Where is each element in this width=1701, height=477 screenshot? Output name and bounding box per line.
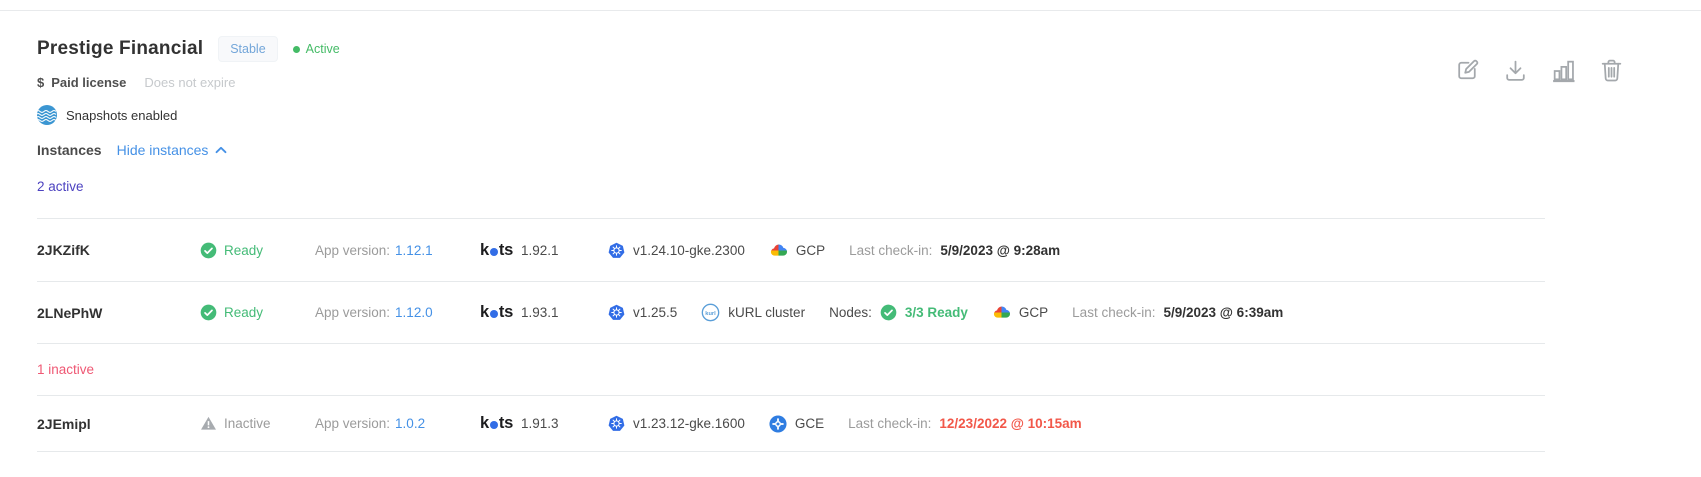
svg-text:kurl: kurl xyxy=(706,311,717,317)
status-text: Inactive xyxy=(224,416,271,431)
dollar-icon: $ xyxy=(37,75,45,90)
customer-header: Prestige Financial Stable Active xyxy=(37,36,1545,62)
status-text: Ready xyxy=(224,242,264,258)
edit-icon[interactable] xyxy=(1453,56,1481,84)
nodes-ready-value: 3/3 Ready xyxy=(904,305,968,320)
provider-label: GCP xyxy=(795,242,826,258)
license-type-label: Paid license xyxy=(51,75,127,90)
kots-version: 1.91.3 xyxy=(520,416,559,431)
kots-version: 1.92.1 xyxy=(520,242,559,258)
top-divider xyxy=(0,10,1701,11)
hide-instances-label: Hide instances xyxy=(116,142,209,158)
warning-triangle-icon xyxy=(200,415,217,432)
k8s-version: v1.25.5 xyxy=(633,305,678,320)
kubernetes-icon xyxy=(608,242,625,259)
last-checkin-value: 5/9/2023 @ 6:39am xyxy=(1163,305,1284,320)
last-checkin-value: 12/23/2022 @ 10:15am xyxy=(939,416,1082,431)
check-circle-icon xyxy=(200,304,217,321)
active-count-label: 2 active xyxy=(37,179,84,194)
instance-status: Inactive xyxy=(200,415,315,432)
snapshots-icon xyxy=(37,105,57,125)
last-checkin-label: Last check-in: xyxy=(848,416,932,431)
instance-row: 2JEmipl Inactive App version: 1.0.2 k ts … xyxy=(37,395,1545,451)
gce-icon xyxy=(769,414,787,433)
instances-header: Instances Hide instances xyxy=(37,142,1545,158)
provider-label: GCP xyxy=(1018,305,1049,320)
chevron-up-icon xyxy=(216,146,227,154)
instance-id[interactable]: 2JKZifK xyxy=(37,242,90,258)
instance-row: 2LNePhW Ready App version: 1.12.0 k ts 1.… xyxy=(37,281,1545,343)
download-icon[interactable] xyxy=(1501,56,1529,84)
app-version-link[interactable]: 1.0.2 xyxy=(395,416,426,431)
instance-row: 2JKZifK Ready App version: 1.12.1 k ts 1.… xyxy=(37,219,1545,281)
inactive-count-label: 1 inactive xyxy=(37,343,1545,395)
customer-name: Prestige Financial xyxy=(37,38,204,59)
kubernetes-icon xyxy=(608,304,625,321)
kots-dot-icon xyxy=(489,310,498,318)
bar-chart-icon[interactable] xyxy=(1549,56,1577,84)
active-dot-icon xyxy=(292,45,300,53)
kots-dot-icon xyxy=(489,247,498,256)
last-checkin-label: Last check-in: xyxy=(849,242,933,258)
kots-logo: k ts xyxy=(480,414,513,432)
customer-actions-toolbar xyxy=(1453,56,1625,84)
instance-status: Ready xyxy=(200,242,315,259)
app-version-label: App version: xyxy=(315,242,391,258)
status-text: Ready xyxy=(224,305,264,320)
check-circle-icon xyxy=(200,242,217,259)
license-expiry-label: Does not expire xyxy=(144,75,236,90)
kots-version: 1.93.1 xyxy=(520,305,559,320)
app-version-label: App version: xyxy=(315,305,391,320)
license-row: $ Paid license Does not expire xyxy=(37,75,1545,90)
snapshots-row: Snapshots enabled xyxy=(37,105,1545,125)
check-circle-icon xyxy=(880,304,897,321)
app-version-link[interactable]: 1.12.0 xyxy=(395,305,433,320)
provider-label: GCE xyxy=(794,416,825,431)
kubernetes-icon xyxy=(608,415,625,432)
kurl-icon: kurl xyxy=(701,303,720,322)
kots-logo: k ts xyxy=(480,303,513,321)
instances-title: Instances xyxy=(37,142,102,158)
instances-table: 2JKZifK Ready App version: 1.12.1 k ts 1.… xyxy=(37,218,1545,452)
kots-logo: k ts xyxy=(480,240,513,259)
gcp-icon xyxy=(769,241,788,260)
cluster-type-label: kURL cluster xyxy=(728,305,806,320)
kots-dot-icon xyxy=(489,421,498,429)
k8s-version: v1.23.12-gke.1600 xyxy=(633,416,745,431)
instance-id[interactable]: 2JEmipl xyxy=(37,415,91,432)
instance-id[interactable]: 2LNePhW xyxy=(37,304,103,321)
status-label: Active xyxy=(305,42,340,56)
snapshots-label: Snapshots enabled xyxy=(66,107,178,123)
k8s-version: v1.24.10-gke.2300 xyxy=(633,242,745,258)
hide-instances-link[interactable]: Hide instances xyxy=(117,142,228,158)
instance-status: Ready xyxy=(200,304,315,321)
app-version-label: App version: xyxy=(315,416,391,431)
trash-icon[interactable] xyxy=(1597,56,1625,84)
app-version-link[interactable]: 1.12.1 xyxy=(395,242,433,258)
nodes-label: Nodes: xyxy=(829,305,872,320)
last-checkin-value: 5/9/2023 @ 9:28am xyxy=(940,242,1061,258)
last-checkin-label: Last check-in: xyxy=(1072,305,1156,320)
channel-badge: Stable xyxy=(218,36,278,62)
gcp-icon xyxy=(992,303,1011,322)
status-badge: Active xyxy=(292,42,340,56)
